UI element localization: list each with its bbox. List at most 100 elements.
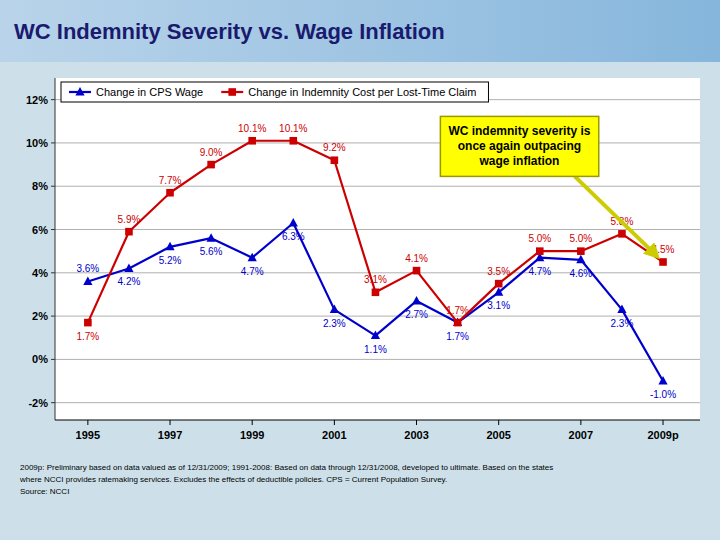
data-label: -1.0% [650, 389, 676, 400]
y-tick [51, 99, 55, 100]
x-tick-label: 2003 [404, 429, 428, 441]
marker [83, 276, 92, 285]
marker [84, 319, 92, 327]
marker [453, 318, 462, 327]
marker [207, 161, 215, 169]
marker [494, 287, 503, 296]
legend-item: Change in Indemnity Cost per Lost-Time C… [221, 86, 476, 98]
data-label: 1.7% [446, 331, 469, 342]
grid-line [55, 186, 700, 187]
data-label: 1.7% [446, 305, 469, 316]
y-tick [51, 229, 55, 230]
x-tick [170, 420, 171, 425]
marker [372, 288, 380, 296]
y-axis-line [55, 78, 56, 420]
y-tick [51, 142, 55, 143]
grid [55, 100, 700, 403]
y-tick-label: 2% [32, 310, 48, 322]
data-label: 3.6% [76, 263, 99, 274]
grid-line [55, 402, 700, 403]
data-label: 6.3% [282, 231, 305, 242]
data-label: 5.9% [118, 214, 141, 225]
annotation-box [440, 116, 598, 176]
grid-line [55, 229, 700, 230]
marker [658, 376, 667, 385]
data-label: 4.7% [528, 266, 551, 277]
data-label: 10.1% [238, 123, 266, 134]
x-tick-label: 2005 [486, 429, 510, 441]
title-bar [0, 0, 720, 62]
data-label: 4.6% [569, 268, 592, 279]
x-tick [416, 420, 417, 425]
grid-line [55, 316, 700, 317]
data-label: 4.5% [652, 244, 675, 255]
data-label: 2.3% [323, 318, 346, 329]
y-tick [51, 359, 55, 360]
marker [617, 305, 626, 314]
annotation: WC indemnity severity isonce again outpa… [440, 116, 598, 176]
marker [576, 255, 585, 264]
data-label: 1.7% [76, 331, 99, 342]
y-tick [51, 316, 55, 317]
footnote-line: Source: NCCI [20, 487, 69, 496]
x-tick-label: 1997 [158, 429, 182, 441]
annotation-text: WC indemnity severity isonce again outpa… [448, 124, 590, 168]
y-tick-label: 12% [26, 94, 48, 106]
footnote-line: where NCCI provides ratemaking services.… [19, 475, 447, 484]
x-tick-label: 2007 [569, 429, 593, 441]
plot-background [55, 78, 700, 420]
data-label: 9.2% [323, 142, 346, 153]
y-tick-label: 8% [32, 180, 48, 192]
marker [125, 228, 133, 236]
marker [289, 137, 297, 145]
annotation-arrow [575, 176, 655, 253]
grid-line [55, 272, 700, 273]
marker [659, 258, 667, 266]
x-tick [252, 420, 253, 425]
data-label: 5.6% [200, 246, 223, 257]
y-tick-label: -2% [28, 397, 48, 409]
data-label: 5.2% [159, 255, 182, 266]
data-label: 10.1% [279, 123, 307, 134]
y-tick [51, 186, 55, 187]
marker [248, 253, 257, 262]
data-label: 3.5% [487, 266, 510, 277]
marker [166, 189, 174, 197]
x-tick [87, 420, 88, 425]
legend-label: Change in Indemnity Cost per Lost-Time C… [248, 86, 476, 98]
series-line [88, 223, 663, 381]
data-label: 2.3% [611, 318, 634, 329]
y-tick-label: 6% [32, 224, 48, 236]
marker [289, 218, 298, 227]
data-label: 1.1% [364, 344, 387, 355]
data-label: 5.0% [528, 233, 551, 244]
x-tick [663, 420, 664, 425]
data-label: 3.1% [364, 274, 387, 285]
data-label: 4.2% [118, 276, 141, 287]
marker [454, 319, 462, 327]
data-label: 4.1% [405, 253, 428, 264]
marker [371, 331, 380, 340]
marker [412, 296, 421, 305]
x-axis-line [55, 419, 700, 420]
x-tick [498, 420, 499, 425]
annotation-line: WC indemnity severity is [448, 124, 590, 138]
y-tick [51, 402, 55, 403]
data-label: 3.1% [487, 300, 510, 311]
title: WC Indemnity Severity vs. Wage Inflation [14, 19, 445, 44]
data-label: 4.7% [241, 266, 264, 277]
annotation-line: wage inflation [478, 154, 559, 168]
data-label: 7.7% [159, 175, 182, 186]
marker [536, 247, 544, 255]
background [0, 0, 720, 540]
x-tick-label: 1999 [240, 429, 264, 441]
x-tick-label: 2001 [322, 429, 346, 441]
marker [577, 247, 585, 255]
chart: WC Indemnity Severity vs. Wage Inflation… [0, 0, 720, 540]
marker [330, 305, 339, 314]
data-label: 5.0% [569, 233, 592, 244]
y-tick-label: 0% [32, 353, 48, 365]
marker [75, 87, 84, 96]
marker [248, 137, 256, 145]
marker [124, 263, 133, 272]
